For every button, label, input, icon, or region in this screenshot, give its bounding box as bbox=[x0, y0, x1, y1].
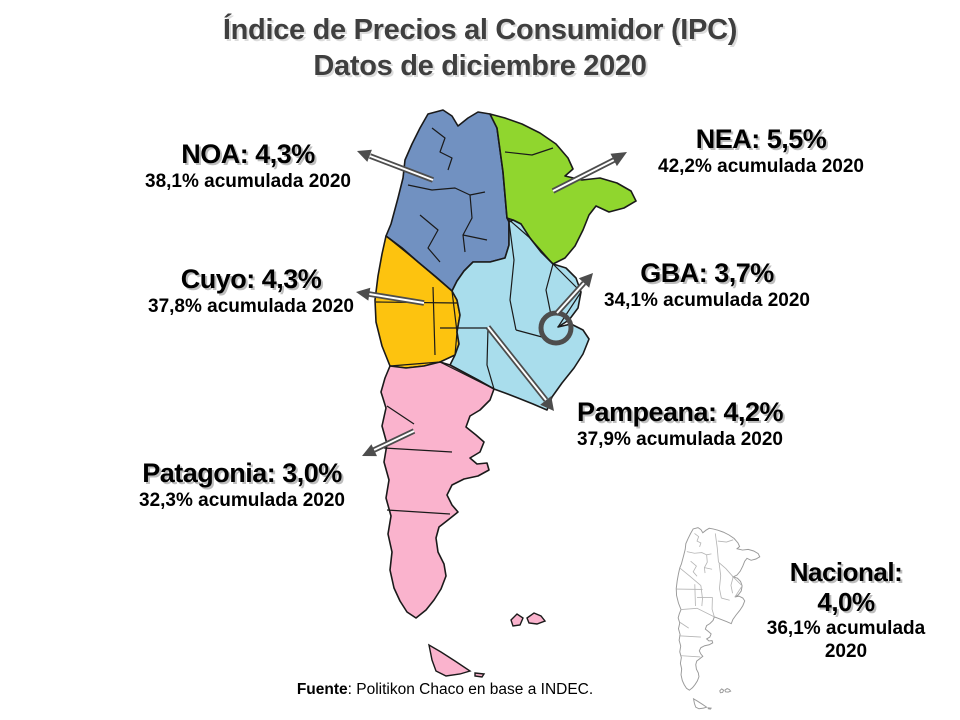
gba-accumulated: 34,1% acumulada 2020 bbox=[604, 290, 810, 311]
title-line1: Índice de Precios al Consumidor (IPC) bbox=[222, 14, 738, 46]
source-label: Fuente bbox=[296, 681, 348, 698]
patagonia-label: Patagonia: 3,0% 32,3% acumulada 2020 bbox=[92, 458, 392, 512]
pampeana-label: Pampeana: 4,2% 37,9% acumulada 2020 bbox=[530, 397, 830, 451]
pampeana-value: Pampeana: 4,2% bbox=[576, 397, 784, 427]
cuyo-value: Cuyo: 4,3% bbox=[180, 264, 322, 294]
patagonia-arrow bbox=[362, 428, 416, 457]
source-note: Fuente: Politikon Chaco en base a INDEC. bbox=[145, 681, 745, 699]
nacional-label: Nacional: 4,0% 36,1% acumulada 2020 bbox=[761, 557, 931, 663]
nea-value: NEA: 5,5% bbox=[695, 124, 827, 154]
gba-arrow bbox=[554, 273, 593, 315]
cuyo-label: Cuyo: 4,3% 37,8% acumulada 2020 bbox=[101, 264, 401, 318]
nea-arrow bbox=[551, 152, 627, 194]
source-text: : Politikon Chaco en base a INDEC. bbox=[347, 681, 594, 698]
nea-accumulated: 42,2% acumulada 2020 bbox=[658, 156, 864, 177]
gba-circle-marker bbox=[538, 310, 574, 346]
noa-value: NOA: 4,3% bbox=[181, 139, 315, 169]
pampeana-arrow bbox=[485, 325, 554, 411]
pampeana-accumulated: 37,9% acumulada 2020 bbox=[577, 429, 783, 450]
patagonia-region bbox=[380, 361, 495, 619]
cuyo-arrow bbox=[356, 287, 425, 306]
noa-accumulated: 38,1% acumulada 2020 bbox=[145, 171, 351, 192]
patagonia-accumulated: 32,3% acumulada 2020 bbox=[139, 490, 345, 511]
gba-label: GBA: 3,7% 34,1% acumulada 2020 bbox=[557, 258, 857, 312]
title-line2: Datos de diciembre 2020 bbox=[313, 50, 647, 82]
page-title: Índice de Precios al Consumidor (IPC) Da… bbox=[0, 12, 960, 84]
noa-label: NOA: 4,3% 38,1% acumulada 2020 bbox=[98, 139, 398, 193]
cuyo-accumulated: 37,8% acumulada 2020 bbox=[148, 296, 354, 317]
noa-arrow bbox=[357, 149, 434, 183]
patagonia-value: Patagonia: 3,0% bbox=[142, 458, 342, 488]
gba-value: GBA: 3,7% bbox=[640, 258, 774, 288]
patagonia-islands bbox=[428, 612, 546, 678]
nacional-value: Nacional: 4,0% bbox=[789, 557, 903, 617]
nacional-accumulated: 36,1% acumulada 2020 bbox=[766, 618, 926, 662]
nea-label: NEA: 5,5% 42,2% acumulada 2020 bbox=[611, 124, 911, 178]
